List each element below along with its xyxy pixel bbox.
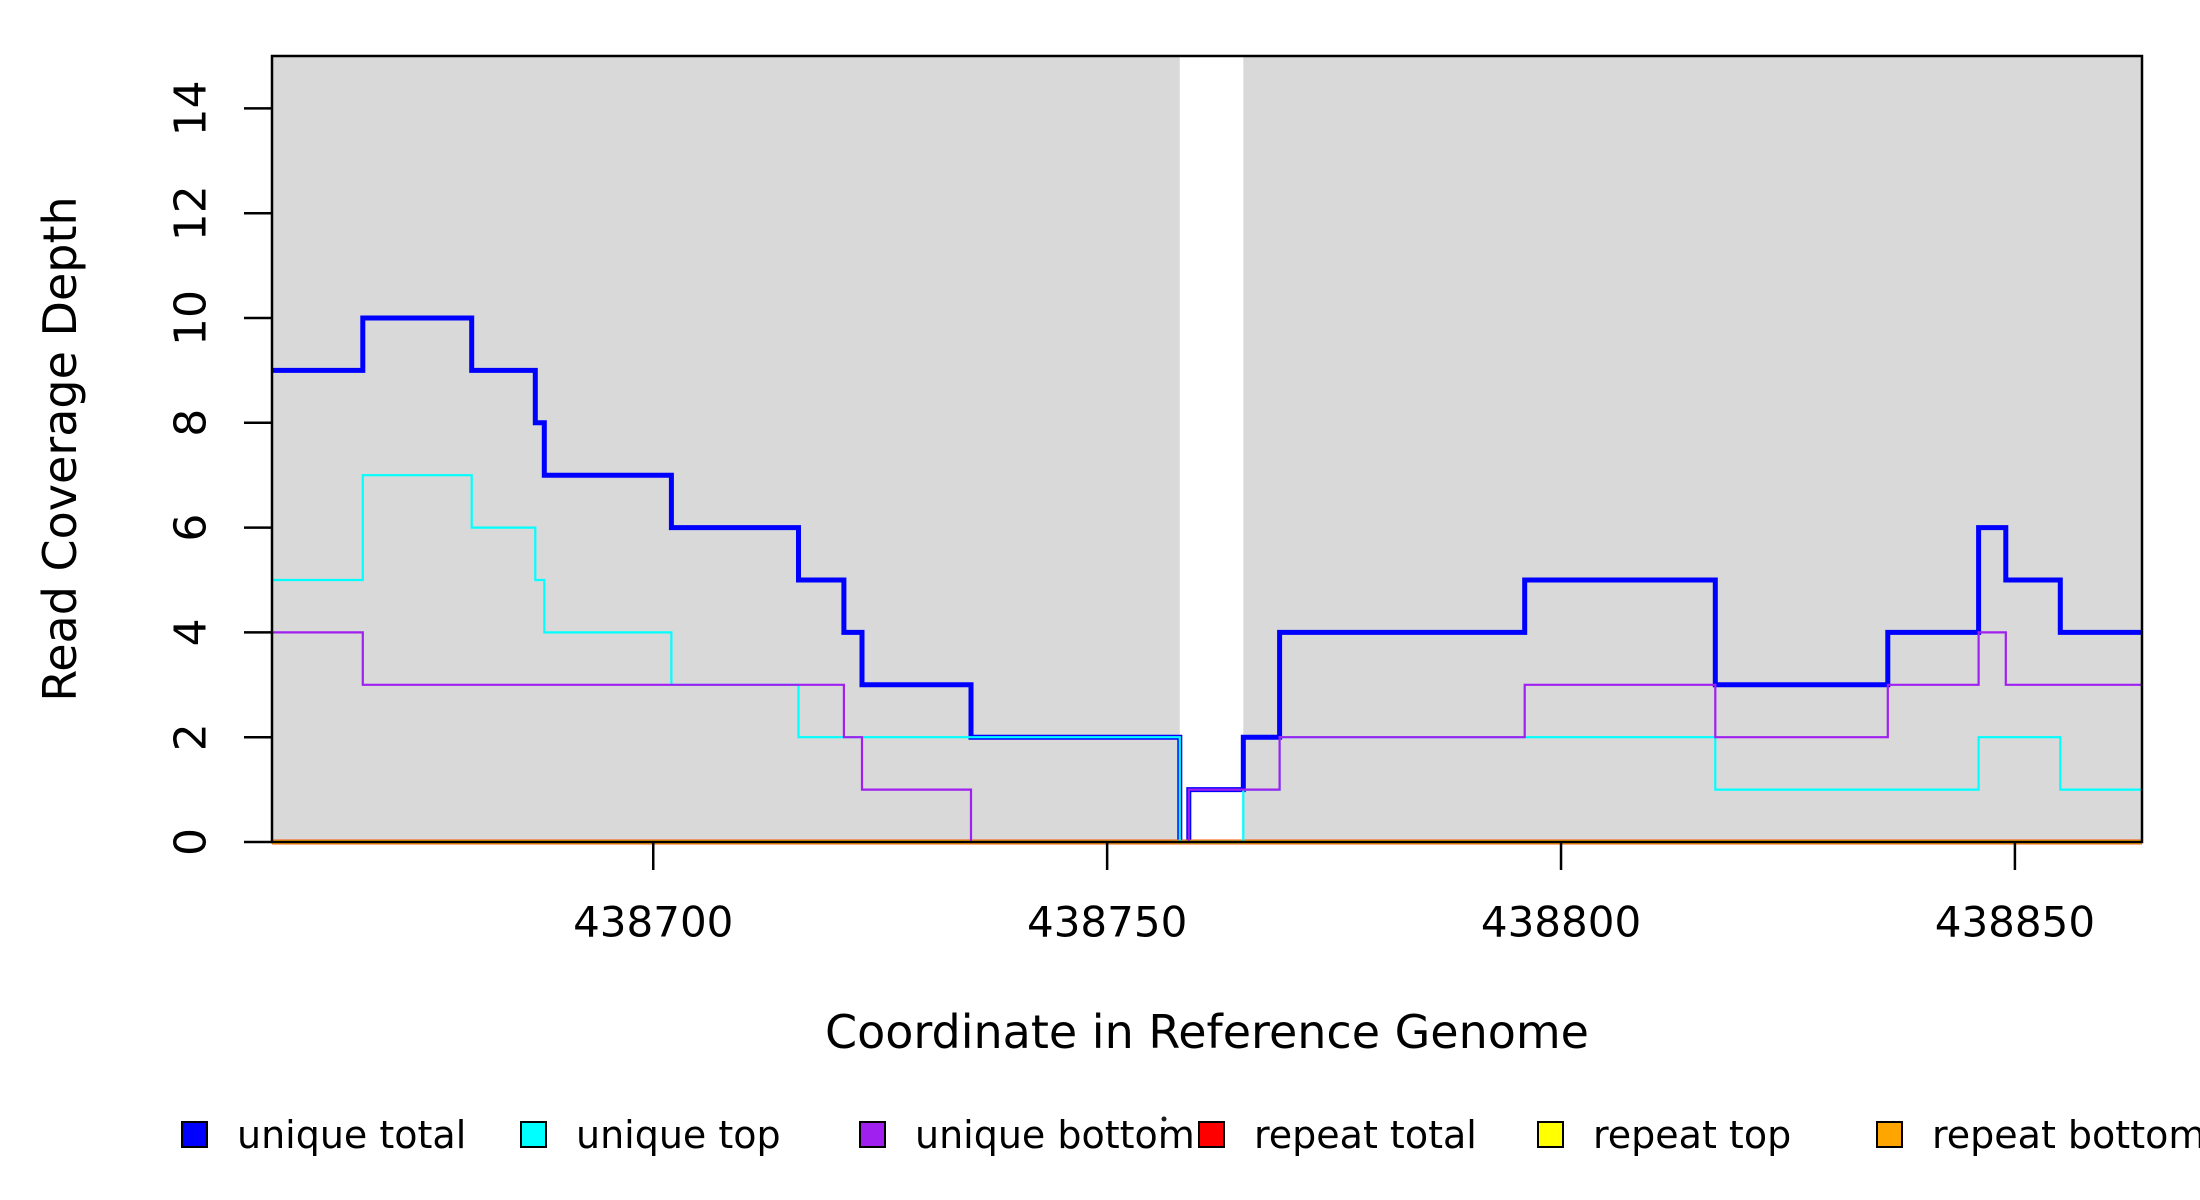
shaded-region [1243, 56, 2142, 842]
legend-label: unique bottom [915, 1113, 1195, 1157]
plot-border-box [270, 54, 2144, 844]
legend-label: unique top [576, 1113, 781, 1157]
legend-swatch-icon [181, 1121, 208, 1148]
legend-item-repeat-bottom: repeat bottom [1876, 1113, 2200, 1157]
y-axis: 0 2 4 6 8 10 12 14 [165, 80, 272, 856]
y-tick-label: 8 [165, 409, 216, 437]
legend-swatch-icon [1876, 1121, 1903, 1148]
legend-swatch-icon [859, 1121, 886, 1148]
legend-item-repeat-total: repeat total [1198, 1113, 1477, 1157]
shaded-region [272, 56, 1180, 842]
y-axis-title: Read Coverage Depth [33, 196, 87, 701]
y-tick-label: 10 [165, 290, 216, 346]
series-line-unique-bottom [272, 631, 2142, 844]
legend: unique total unique top unique bottom repea… [181, 1113, 2200, 1157]
y-tick-label: 6 [165, 514, 216, 542]
legend-item-unique-bottom: unique bottom [859, 1113, 1195, 1157]
y-tick-label: 12 [165, 185, 216, 241]
x-tick-label: 438700 [573, 898, 733, 947]
x-tick-label: 438750 [1027, 898, 1187, 947]
y-tick-label: 0 [165, 828, 216, 856]
y-tick-label: 2 [165, 723, 216, 751]
legend-label: repeat bottom [1932, 1113, 2200, 1157]
legend-item-unique-top: unique top [520, 1113, 781, 1157]
y-tick-label: 4 [165, 618, 216, 646]
series-line-unique-top [272, 474, 2142, 844]
x-axis-title: Coordinate in Reference Genome [825, 1005, 1589, 1059]
legend-item-unique-total: unique total [181, 1113, 466, 1157]
shaded-regions [272, 56, 2142, 842]
x-tick-label: 438850 [1935, 898, 2095, 947]
plot-border [270, 54, 2144, 844]
legend-label: repeat total [1254, 1113, 1477, 1157]
x-tick-label: 438800 [1481, 898, 1641, 947]
legend-swatch-icon [520, 1121, 547, 1148]
legend-label: unique total [237, 1113, 466, 1157]
legend-stray-dot [1161, 1116, 1167, 1122]
legend-item-repeat-top: repeat top [1537, 1113, 1791, 1157]
y-tick-label: 14 [165, 80, 216, 136]
legend-swatch-icon [1537, 1121, 1564, 1148]
x-axis: 438700 438750 438800 438850 [573, 842, 2095, 947]
legend-label: repeat top [1593, 1113, 1791, 1157]
legend-swatch-icon [1198, 1121, 1225, 1148]
